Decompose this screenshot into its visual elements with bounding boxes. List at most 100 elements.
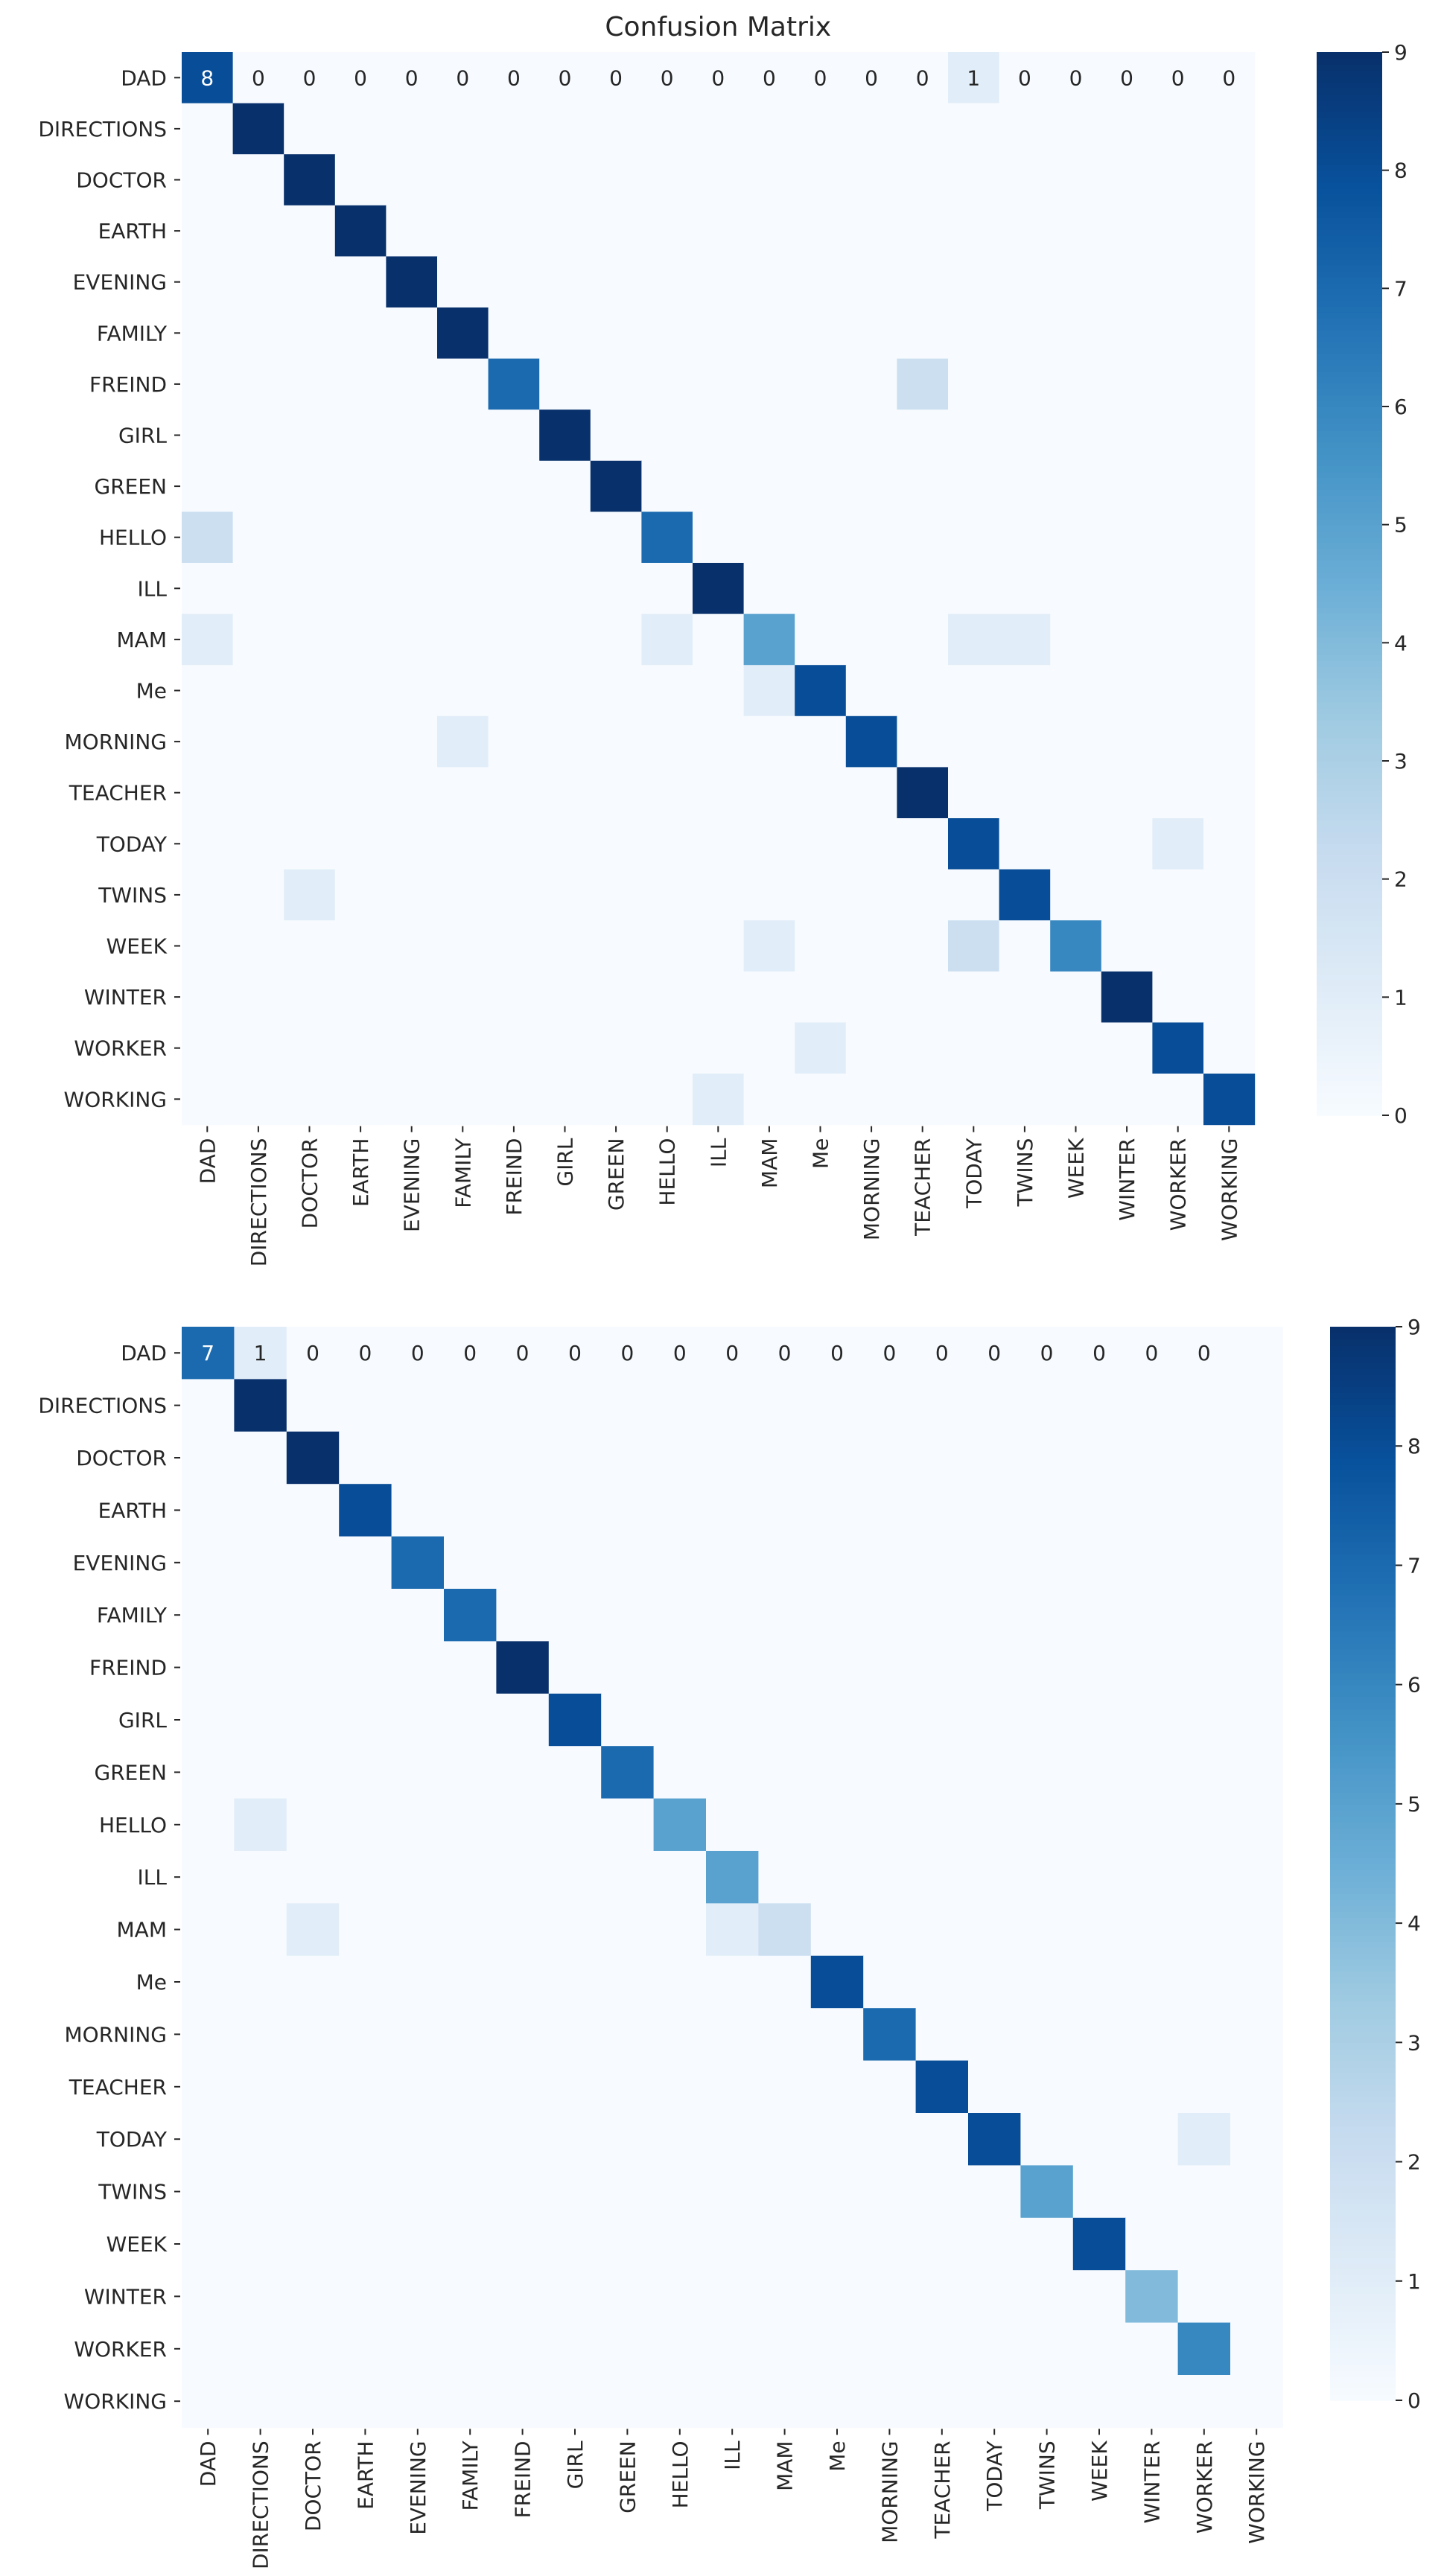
colorbar-segment	[1330, 2286, 1396, 2294]
heatmap-cell	[234, 1589, 287, 1642]
heatmap-cell	[845, 511, 897, 564]
heatmap-cell	[693, 920, 745, 972]
heatmap-cell	[444, 1484, 497, 1537]
colorbar-segment	[1317, 613, 1382, 620]
colorbar-segment	[1317, 648, 1382, 655]
heatmap-cell	[641, 767, 693, 819]
heatmap-cell	[437, 409, 489, 462]
colorbar-segment	[1330, 2245, 1396, 2252]
colorbar-segment	[1317, 826, 1382, 832]
colorbar-segment	[1330, 1917, 1396, 1924]
heatmap-cell	[1203, 154, 1256, 206]
heatmap-cell	[1125, 1589, 1179, 1642]
heatmap-cell	[232, 767, 284, 819]
heatmap-cell	[232, 869, 284, 921]
colorbar-segment	[1330, 1744, 1396, 1751]
colorbar-segment	[1330, 2346, 1396, 2353]
heatmap-cell	[284, 920, 336, 972]
heatmap-cell	[845, 205, 897, 257]
heatmap-cell	[590, 256, 642, 308]
colorbar-segment	[1330, 1791, 1396, 1799]
heatmap-cell	[897, 358, 949, 410]
heatmap-cell	[286, 2165, 340, 2219]
heatmap-cell	[1101, 715, 1153, 768]
heatmap-cell	[444, 1693, 497, 1747]
heatmap-cell	[284, 818, 336, 870]
heatmap-cell	[795, 767, 847, 819]
colorbar-segment	[1317, 412, 1382, 419]
colorbar-segment	[1317, 832, 1382, 838]
heatmap-cell	[386, 613, 438, 666]
heatmap-cell	[548, 1693, 602, 1747]
heatmap-cell	[590, 409, 642, 462]
colorbar-segment	[1330, 2203, 1396, 2210]
colorbar-segment	[1330, 1386, 1396, 1393]
colorbar-segment	[1317, 784, 1382, 791]
heatmap-cell	[496, 1484, 550, 1537]
colorbar-segment	[1330, 1827, 1396, 1834]
colorbar-segment	[1317, 838, 1382, 844]
heatmap-cell	[234, 1798, 287, 1852]
colorbar-segment	[1330, 2191, 1396, 2199]
colorbar-segment	[1317, 1103, 1382, 1110]
cell-value-label: 0	[814, 66, 827, 90]
heatmap-cell	[182, 1955, 235, 2009]
heatmap-cell	[810, 1589, 864, 1642]
x-tick-label: Me	[825, 2440, 850, 2471]
colorbar-segment	[1330, 1464, 1396, 1471]
heatmap-cell	[915, 1536, 969, 1590]
colorbar-segment	[1330, 1779, 1396, 1787]
heatmap-cell	[1072, 1589, 1126, 1642]
heatmap-cell	[182, 1903, 235, 1957]
colorbar-segment	[1317, 93, 1382, 101]
heatmap-cell	[653, 1746, 707, 1799]
colorbar-segment	[1317, 288, 1382, 296]
colorbar-segment	[1330, 1482, 1396, 1489]
cell-value-label: 0	[1040, 1341, 1054, 1365]
colorbar-segment	[1330, 2161, 1396, 2169]
heatmap-cell	[1203, 205, 1256, 257]
heatmap-cell	[391, 1379, 445, 1432]
heatmap-cell	[182, 1022, 234, 1074]
heatmap-cell	[1020, 1955, 1074, 2009]
heatmap-cell	[334, 665, 387, 717]
heatmap-cell	[1152, 409, 1204, 462]
heatmap-cell	[496, 1903, 550, 1957]
x-tick-label: FREIND	[502, 1138, 527, 1216]
heatmap-cell	[653, 1798, 707, 1852]
heatmap-cell	[693, 103, 745, 155]
heatmap-cell	[182, 767, 234, 819]
heatmap-cell	[706, 2060, 759, 2114]
heatmap-cell	[897, 409, 949, 462]
colorbar-segment	[1317, 395, 1382, 401]
heatmap-cell	[601, 1641, 655, 1695]
heatmap-cell	[339, 1798, 392, 1852]
heatmap-cell	[743, 205, 795, 257]
heatmap-cell	[1177, 2008, 1231, 2062]
heatmap-cell	[758, 2375, 812, 2428]
y-tick-label: ILL	[138, 1865, 168, 1890]
heatmap-cell	[496, 1746, 550, 1799]
heatmap-cell	[339, 1431, 392, 1485]
heatmap-cell	[999, 665, 1051, 717]
heatmap-cell	[1125, 1955, 1179, 2009]
heatmap-cell	[641, 358, 693, 410]
heatmap-cell	[795, 205, 847, 257]
colorbar-segment	[1330, 1935, 1396, 1942]
heatmap-cell	[234, 1851, 287, 1904]
heatmap-cell	[496, 2008, 550, 2062]
cell-value-label: 0	[865, 66, 878, 90]
heatmap-cell	[1177, 1431, 1231, 1485]
heatmap-cell	[641, 460, 693, 512]
colorbar-segment	[1317, 306, 1382, 313]
heatmap-cell	[795, 460, 847, 512]
heatmap-cell	[653, 1955, 707, 2009]
heatmap-cell	[1125, 2322, 1179, 2376]
heatmap-cell	[706, 2217, 759, 2271]
colorbar-segment	[1330, 2155, 1396, 2163]
colorbar-segment	[1330, 1714, 1396, 1721]
heatmap-cell	[590, 154, 642, 206]
heatmap-cell	[437, 307, 489, 360]
heatmap-cell	[1177, 2322, 1231, 2376]
colorbar-segment	[1330, 1965, 1396, 1971]
